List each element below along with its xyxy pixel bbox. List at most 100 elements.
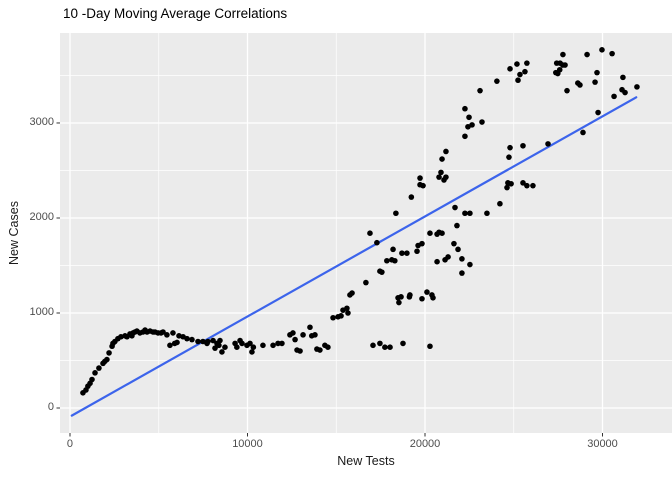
- data-point: [234, 344, 240, 351]
- x-tick-label: 10000: [232, 438, 263, 450]
- data-point: [514, 61, 520, 67]
- data-point: [239, 340, 245, 347]
- data-point: [399, 250, 405, 256]
- data-point: [312, 332, 318, 338]
- data-point: [189, 336, 195, 343]
- data-point: [562, 62, 568, 68]
- data-point: [517, 71, 523, 78]
- data-point: [467, 210, 473, 217]
- data-point: [384, 257, 390, 264]
- data-point: [345, 310, 351, 316]
- plot-panel: [60, 33, 672, 433]
- data-point: [330, 314, 336, 321]
- x-tick-label: 30000: [587, 438, 618, 450]
- data-point: [507, 144, 513, 151]
- data-point: [620, 74, 626, 81]
- data-point: [454, 222, 460, 229]
- data-point: [494, 78, 500, 84]
- data-point: [462, 133, 468, 140]
- data-point: [370, 342, 376, 349]
- data-point: [408, 194, 415, 200]
- data-point: [398, 294, 404, 300]
- data-point: [260, 342, 266, 349]
- x-axis-title: New Tests: [337, 454, 395, 468]
- data-point: [594, 69, 600, 76]
- data-point: [469, 122, 475, 128]
- data-point: [443, 148, 449, 155]
- data-point: [479, 119, 485, 125]
- data-point: [404, 250, 410, 256]
- data-point: [210, 337, 216, 344]
- data-point: [417, 175, 423, 181]
- data-point: [506, 154, 512, 160]
- data-point: [270, 342, 276, 349]
- data-point: [170, 330, 176, 336]
- data-point: [477, 87, 483, 94]
- y-tick-label: 2000: [29, 210, 54, 223]
- data-point: [374, 239, 380, 246]
- data-point: [292, 336, 298, 343]
- data-point: [599, 47, 605, 53]
- data-point: [104, 356, 110, 363]
- data-point: [367, 230, 373, 236]
- data-point: [275, 340, 281, 347]
- data-point: [307, 324, 313, 331]
- data-point: [363, 279, 369, 286]
- data-point: [396, 299, 402, 306]
- data-point: [427, 343, 433, 350]
- data-point: [467, 261, 473, 268]
- data-point: [338, 313, 344, 319]
- data-point: [382, 344, 388, 351]
- data-point: [427, 230, 433, 236]
- data-point: [560, 51, 566, 58]
- data-point: [400, 340, 406, 347]
- data-point: [325, 344, 331, 351]
- data-point: [184, 335, 190, 342]
- data-point: [438, 169, 444, 176]
- data-point: [520, 180, 526, 186]
- data-point: [164, 332, 170, 338]
- data-point: [393, 210, 399, 217]
- data-point: [92, 370, 98, 376]
- data-point: [160, 329, 166, 335]
- data-point: [609, 50, 615, 57]
- data-point: [419, 240, 425, 247]
- data-point: [564, 87, 570, 94]
- data-point: [96, 365, 102, 371]
- data-point: [195, 338, 201, 345]
- data-point: [530, 182, 536, 189]
- data-point: [504, 184, 510, 191]
- data-point: [484, 210, 490, 217]
- data-point: [407, 292, 413, 298]
- data-point: [462, 105, 468, 112]
- data-point: [443, 174, 449, 180]
- data-point: [445, 254, 451, 260]
- data-point: [344, 305, 350, 312]
- data-point: [436, 174, 442, 180]
- data-point: [222, 344, 228, 351]
- data-point: [216, 342, 222, 349]
- data-point: [520, 142, 526, 149]
- data-point: [622, 89, 628, 96]
- y-tick-label: 3000: [29, 115, 54, 128]
- data-point: [508, 180, 514, 187]
- data-point: [595, 109, 601, 116]
- data-point: [545, 141, 551, 147]
- data-point: [250, 344, 257, 351]
- chart-title: 10 -Day Moving Average Correlations: [63, 6, 288, 21]
- data-point: [317, 347, 323, 353]
- data-point: [419, 295, 425, 302]
- data-point: [249, 349, 255, 355]
- data-point: [524, 60, 530, 66]
- data-point: [414, 248, 420, 255]
- data-point: [212, 345, 218, 351]
- data-point: [439, 156, 445, 162]
- data-point: [459, 270, 465, 276]
- data-point: [515, 77, 521, 84]
- data-point: [611, 93, 617, 100]
- trend-line: [70, 96, 638, 417]
- data-point: [434, 258, 440, 265]
- data-point: [455, 246, 461, 253]
- data-point: [462, 210, 468, 217]
- data-point: [522, 68, 528, 75]
